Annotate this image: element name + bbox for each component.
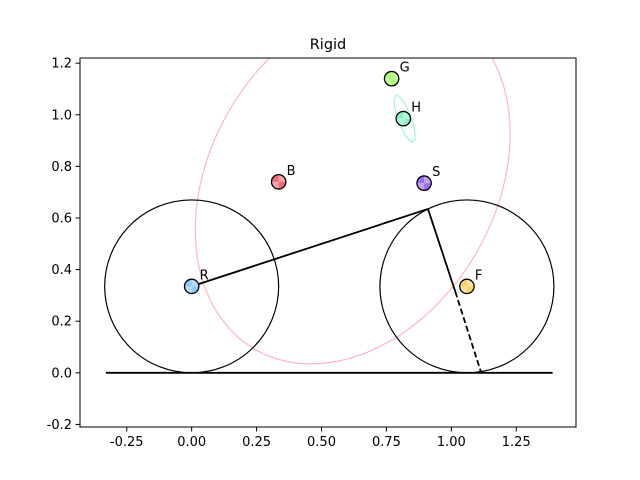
x-tick-label: 1.25 [502, 435, 531, 450]
point-outline [459, 278, 475, 295]
point-quadrant [403, 111, 411, 119]
point-quadrant [403, 118, 411, 126]
x-tick-label: 0.75 [372, 435, 401, 450]
plot-area: R B G H S F [104, 58, 555, 374]
x-tick-label: 0.25 [242, 435, 271, 450]
point-label-R: R [200, 268, 209, 283]
point-outline [270, 174, 287, 190]
point-quadrant [384, 71, 392, 79]
chart-title: Rigid [310, 37, 347, 53]
point-quadrant [271, 174, 279, 182]
point-outline [416, 175, 432, 192]
point-R [183, 278, 200, 295]
point-H [395, 110, 412, 127]
y-tick-label: 1.2 [51, 57, 72, 72]
point-outline [383, 70, 400, 87]
frame-line-0 [191, 208, 429, 288]
y-tick-label: 1.0 [51, 108, 72, 123]
frame-line-2 [454, 291, 483, 374]
point-label-B: B [287, 164, 296, 179]
point-quadrant [416, 175, 425, 184]
point-quadrant [191, 279, 199, 287]
frame-line-1 [427, 208, 457, 292]
point-quadrant [278, 181, 286, 190]
point-quadrant [271, 181, 279, 190]
point-G [383, 70, 400, 87]
x-tick-label: 1.00 [437, 435, 466, 450]
point-outline [395, 110, 412, 127]
point-quadrant [396, 118, 404, 126]
axes: -0.25 0.00 0.25 0.50 0.75 1.00 1.25 -0.2 0.0 0.2 0… [47, 57, 531, 450]
point-label-S: S [432, 165, 440, 180]
point-label-H: H [411, 101, 421, 116]
x-tick-label: 0.50 [307, 435, 336, 450]
point-quadrant [424, 175, 432, 184]
point-quadrant [191, 286, 199, 294]
y-tick-label: -0.2 [47, 418, 72, 433]
point-quadrant [424, 183, 432, 191]
B-ellipse [194, 58, 511, 365]
point-B [270, 174, 287, 190]
y-tick-label: 0.0 [51, 366, 72, 381]
y-tick-label: 0.2 [51, 315, 72, 330]
x-tick-label: -0.25 [110, 435, 144, 450]
point-label-F: F [475, 268, 482, 283]
point-quadrant [459, 286, 467, 294]
point-S [416, 175, 432, 192]
point-quadrant [396, 111, 404, 119]
y-tick-label: 0.6 [51, 211, 72, 226]
point-label-G: G [400, 61, 410, 76]
point-quadrant [278, 174, 286, 182]
plot-content: R B G H S F [104, 58, 555, 374]
point-quadrant [391, 78, 399, 86]
axes-frame [79, 57, 577, 428]
point-quadrant [384, 78, 392, 86]
point-outline [183, 278, 200, 295]
point-quadrant [466, 286, 475, 294]
x-tick-label: 0.00 [177, 435, 206, 450]
y-tick-label: 0.8 [51, 160, 72, 175]
point-quadrant [416, 183, 425, 191]
point-quadrant [184, 279, 192, 287]
point-quadrant [459, 279, 467, 287]
point-F [459, 278, 475, 295]
point-quadrant [391, 71, 399, 79]
point-quadrant [184, 286, 192, 294]
y-tick-label: 0.4 [51, 263, 72, 278]
point-quadrant [466, 279, 475, 287]
